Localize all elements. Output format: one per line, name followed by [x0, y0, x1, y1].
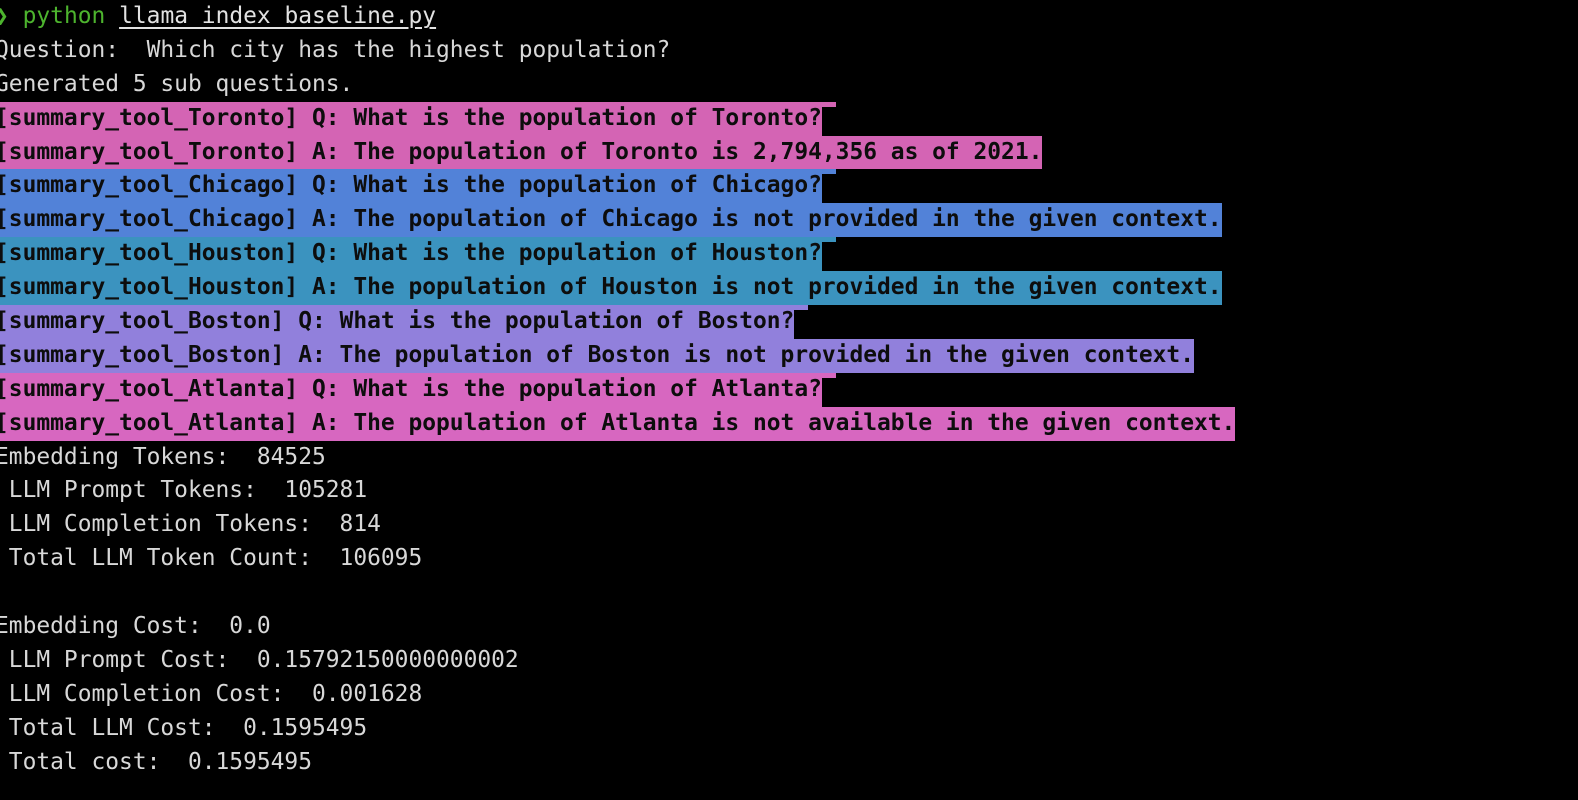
subquestion-q-text: [summary_tool_Boston] Q: What is the pop… — [0, 305, 795, 339]
subquestion-a-text: [summary_tool_Houston] A: The population… — [0, 271, 1222, 306]
subquestion-a-text: [summary_tool_Atlanta] A: The population… — [0, 406, 1236, 441]
stat-line-total-cost: Total cost: 0.1595495 — [0, 748, 312, 775]
block-cursor-artifact — [794, 305, 809, 339]
generated-line: Generated 5 sub questions. — [0, 70, 354, 97]
subquestion-a-line-boston: [summary_tool_Boston] A: The population … — [0, 338, 1578, 373]
subquestion-q-text: [summary_tool_Atlanta] Q: What is the po… — [0, 372, 822, 407]
terminal-output: ❯ python llama_index_baseline.py Question:… — [0, 0, 1578, 775]
subquestion-a-line-chicago: [summary_tool_Chicago] A: The population… — [0, 203, 1578, 238]
subquestion-q-line-atlanta: [summary_tool_Atlanta] Q: What is the po… — [0, 372, 1578, 407]
prompt-command: python — [22, 3, 106, 29]
question-line: Question: Which city has the highest pop… — [0, 36, 671, 63]
blank-line — [0, 576, 1578, 610]
block-cursor-artifact — [821, 169, 836, 204]
prompt-chevron-icon: ❯ — [0, 3, 9, 29]
subquestion-q-text: [summary_tool_Chicago] Q: What is the po… — [0, 169, 822, 204]
subquestion-a-line-houston: [summary_tool_Houston] A: The population… — [0, 271, 1578, 306]
subquestion-a-text: [summary_tool_Boston] A: The population … — [0, 338, 1194, 373]
block-cursor-artifact — [821, 101, 836, 136]
subquestion-q-line-toronto: [summary_tool_Toronto] Q: What is the po… — [0, 101, 1578, 136]
subquestion-q-text: [summary_tool_Houston] Q: What is the po… — [0, 237, 822, 272]
prompt-script-name: llama_index_baseline.py — [119, 3, 437, 29]
block-cursor-artifact — [821, 237, 836, 272]
stat-line-embedding-cost: Embedding Cost: 0.0 — [0, 613, 271, 640]
stat-line-llm-prompt-tokens: LLM Prompt Tokens: 105281 — [0, 477, 368, 504]
prompt-line: ❯ python llama_index_baseline.py — [0, 0, 1578, 34]
subquestion-a-line-atlanta: [summary_tool_Atlanta] A: The population… — [0, 406, 1578, 441]
subquestion-a-line-toronto: [summary_tool_Toronto] A: The population… — [0, 135, 1578, 170]
subquestion-q-line-boston: [summary_tool_Boston] Q: What is the pop… — [0, 305, 1578, 339]
stat-line-llm-completion-tokens: LLM Completion Tokens: 814 — [0, 511, 381, 538]
subquestion-q-text: [summary_tool_Toronto] Q: What is the po… — [0, 101, 822, 136]
subquestion-a-text: [summary_tool_Chicago] A: The population… — [0, 203, 1222, 238]
stat-line-total-llm-cost: Total LLM Cost: 0.1595495 — [0, 714, 368, 741]
block-cursor-artifact — [821, 372, 836, 407]
stat-line-llm-prompt-cost: LLM Prompt Cost: 0.15792150000000002 — [0, 646, 519, 673]
stat-line-embedding-tokens: Embedding Tokens: 84525 — [0, 443, 326, 470]
subquestion-a-text: [summary_tool_Toronto] A: The population… — [0, 135, 1043, 170]
subquestion-q-line-chicago: [summary_tool_Chicago] Q: What is the po… — [0, 169, 1578, 204]
subquestion-q-line-houston: [summary_tool_Houston] Q: What is the po… — [0, 237, 1578, 272]
stat-line-llm-completion-cost: LLM Completion Cost: 0.001628 — [0, 680, 423, 707]
stat-line-total-llm-token-count: Total LLM Token Count: 106095 — [0, 545, 423, 572]
